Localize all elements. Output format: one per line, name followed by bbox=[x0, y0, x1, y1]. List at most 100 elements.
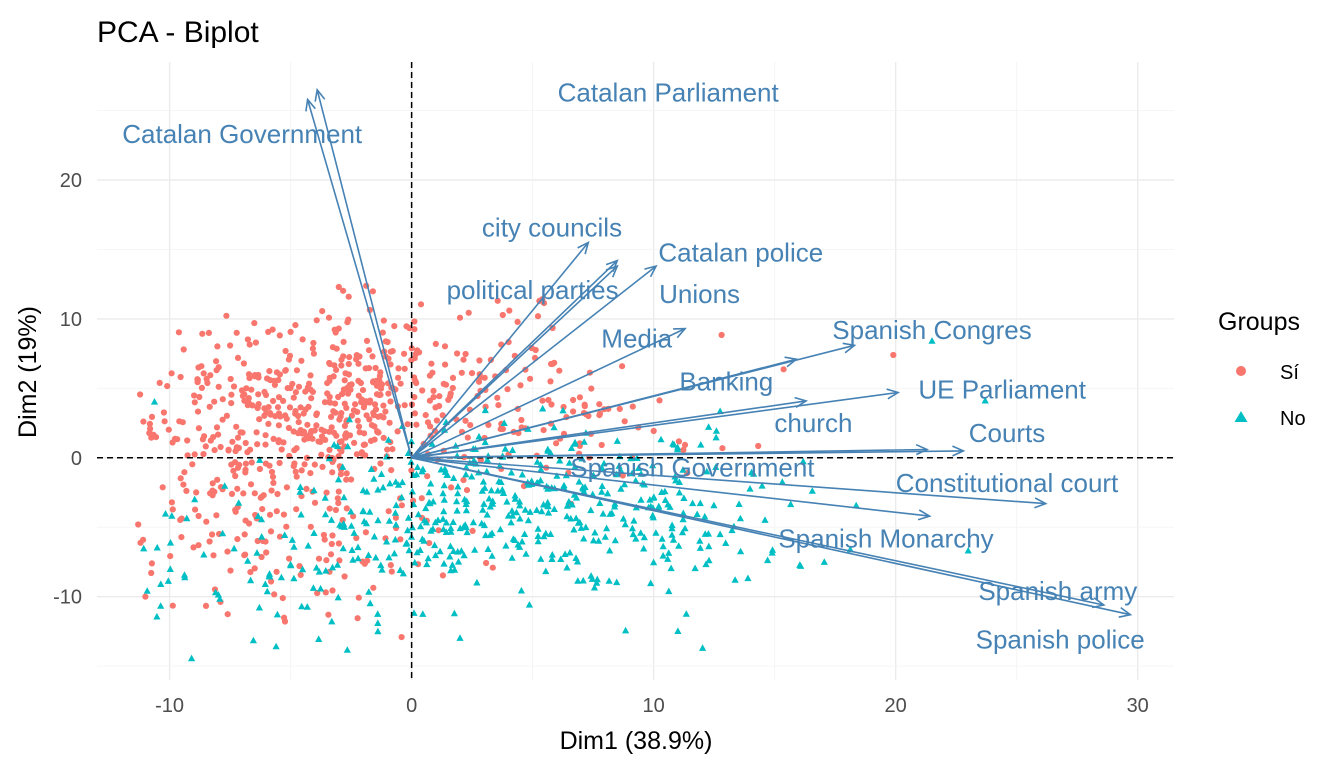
point-no bbox=[737, 547, 745, 555]
point-si bbox=[315, 555, 323, 562]
point-no bbox=[696, 499, 704, 507]
point-no bbox=[367, 465, 375, 472]
point-no bbox=[457, 547, 465, 554]
point-si bbox=[462, 350, 469, 358]
point-no bbox=[649, 494, 657, 501]
point-no bbox=[354, 543, 362, 551]
point-si bbox=[286, 404, 294, 411]
point-si bbox=[276, 533, 284, 540]
point-si bbox=[167, 553, 174, 560]
point-si bbox=[629, 403, 636, 410]
point-no bbox=[672, 476, 680, 484]
point-no bbox=[347, 507, 355, 515]
point-no bbox=[518, 537, 526, 545]
label-spanish-congres: Spanish Congres bbox=[832, 315, 1031, 345]
point-si bbox=[363, 412, 370, 419]
point-si bbox=[331, 400, 339, 407]
point-si bbox=[397, 536, 404, 543]
point-si bbox=[191, 451, 198, 458]
point-si bbox=[198, 384, 205, 391]
arrowhead-media bbox=[673, 327, 687, 339]
point-no bbox=[468, 472, 476, 480]
point-no bbox=[928, 337, 936, 344]
point-si bbox=[206, 403, 213, 410]
point-si bbox=[570, 408, 577, 415]
point-no bbox=[758, 482, 766, 489]
point-no bbox=[431, 518, 439, 526]
point-no bbox=[548, 551, 556, 558]
point-si bbox=[442, 361, 449, 368]
point-no bbox=[157, 602, 165, 609]
point-si bbox=[464, 434, 471, 441]
point-no bbox=[303, 603, 311, 610]
point-si bbox=[411, 374, 418, 381]
point-si bbox=[241, 397, 248, 404]
point-no bbox=[601, 533, 609, 540]
point-no bbox=[710, 501, 718, 509]
point-no bbox=[420, 516, 428, 524]
point-no bbox=[416, 546, 424, 553]
point-no bbox=[360, 517, 368, 525]
arrow-spanish-monarchy bbox=[411, 457, 930, 517]
point-no bbox=[494, 487, 502, 494]
point-si bbox=[351, 439, 358, 446]
point-no bbox=[272, 642, 280, 650]
point-si bbox=[332, 506, 339, 514]
arrowhead-constitutional-court bbox=[1034, 497, 1048, 509]
point-si bbox=[285, 356, 292, 363]
point-no bbox=[407, 437, 415, 445]
point-si bbox=[322, 589, 329, 596]
point-si bbox=[164, 383, 171, 390]
point-si bbox=[178, 534, 185, 541]
point-no bbox=[219, 529, 227, 537]
point-no bbox=[547, 530, 555, 537]
point-no bbox=[489, 500, 497, 507]
point-no bbox=[396, 566, 404, 573]
point-no bbox=[462, 470, 470, 478]
point-no bbox=[557, 555, 565, 562]
point-si bbox=[518, 416, 525, 424]
point-no bbox=[533, 458, 541, 465]
point-si bbox=[411, 318, 418, 325]
point-si bbox=[422, 412, 429, 419]
point-no bbox=[449, 518, 457, 525]
point-no bbox=[658, 535, 666, 542]
point-si bbox=[304, 421, 311, 428]
point-si bbox=[302, 406, 309, 413]
point-si bbox=[553, 440, 560, 447]
point-no bbox=[678, 528, 687, 536]
point-si bbox=[343, 476, 350, 483]
point-si bbox=[588, 385, 595, 392]
point-si bbox=[413, 379, 420, 387]
point-no bbox=[374, 610, 382, 617]
label-catalan-police: Catalan police bbox=[658, 237, 823, 267]
point-si bbox=[456, 314, 464, 321]
point-no bbox=[674, 443, 682, 451]
point-si bbox=[353, 534, 360, 542]
point-no bbox=[440, 560, 448, 567]
legend-key-si bbox=[1236, 366, 1246, 376]
legend-title: Groups bbox=[1218, 308, 1300, 336]
point-si bbox=[334, 495, 341, 502]
point-no bbox=[334, 475, 343, 483]
point-no bbox=[587, 572, 595, 579]
point-no bbox=[340, 520, 348, 527]
point-si bbox=[680, 446, 687, 453]
point-no bbox=[350, 529, 358, 536]
point-no bbox=[675, 542, 683, 549]
point-no bbox=[665, 587, 673, 595]
point-no bbox=[693, 510, 701, 518]
point-si bbox=[273, 568, 280, 575]
point-si bbox=[326, 374, 333, 381]
point-no bbox=[632, 476, 640, 484]
point-si bbox=[244, 336, 251, 343]
point-si bbox=[392, 514, 399, 521]
point-no bbox=[391, 509, 399, 516]
point-no bbox=[328, 617, 336, 625]
point-no bbox=[440, 496, 448, 503]
point-no bbox=[188, 654, 196, 662]
point-no bbox=[605, 577, 613, 584]
point-no bbox=[480, 521, 488, 529]
point-si bbox=[323, 557, 330, 564]
point-no bbox=[521, 506, 529, 513]
